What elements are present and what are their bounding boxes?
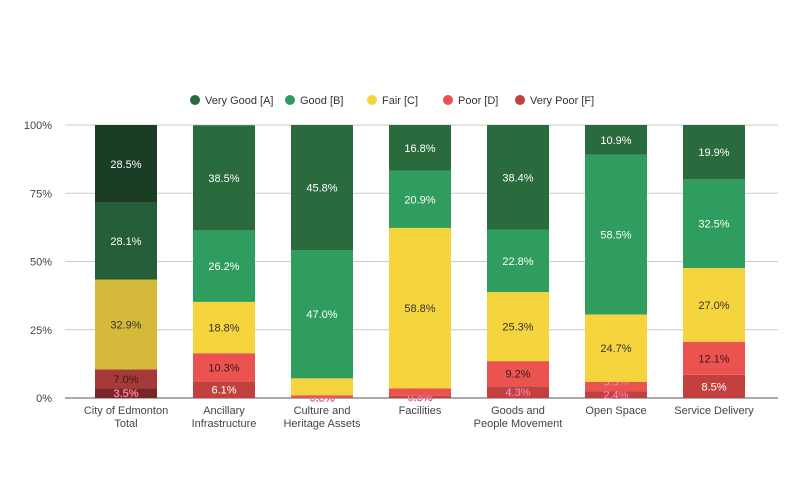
data-label: 12.1% [698,353,729,365]
bar-segment [487,361,549,387]
data-label: 2.4% [603,390,628,402]
x-tick-label: Goods and [491,405,545,417]
y-tick-label: 25% [30,325,52,337]
bar-segment [389,388,451,396]
bar-segment [193,301,255,354]
data-label: 18.8% [208,323,239,335]
bar-segment [291,125,353,251]
data-label: 32.5% [698,219,729,231]
data-label: 20.9% [404,194,435,206]
data-label: 3.5% [113,388,138,400]
x-tick-label: People Movement [474,418,563,430]
legend-marker [190,95,200,105]
data-label: 25.3% [502,322,533,334]
data-label: 16.8% [404,143,435,155]
data-label: 22.8% [502,256,533,268]
bar-segment [683,125,745,180]
legend-marker [515,95,525,105]
bar-segment [487,229,549,293]
bar-segment [95,388,157,398]
data-label: 45.8% [306,183,337,195]
legend-label: Very Poor [F] [530,95,594,107]
data-label: 26.2% [208,261,239,273]
data-label: 8.5% [701,381,726,393]
y-tick-label: 75% [30,188,52,200]
x-tick-label: Ancillary [203,405,245,417]
bar-segment [95,279,157,370]
bar-segment [193,125,255,231]
legend-marker [285,95,295,105]
bar-segment [95,125,157,203]
data-label: 10.9% [600,135,631,147]
bar-segment [585,154,647,315]
y-tick-label: 100% [24,120,52,132]
bar-segment [585,314,647,382]
bar-segment [193,381,255,398]
bar-segment [487,125,549,230]
data-label: 24.7% [600,343,631,355]
data-label: 27.0% [698,300,729,312]
data-label: 58.5% [600,230,631,242]
legend-label: Very Good [A] [205,95,273,107]
data-label: 4.3% [505,387,530,399]
data-label: 38.4% [502,172,533,184]
x-tick-label: Infrastructure [192,418,257,430]
bar-segment [193,353,255,382]
bar-segment [389,170,451,228]
x-tick-label: Open Space [585,405,646,417]
bar-segment [291,250,353,379]
bar-segment [487,292,549,362]
x-tick-label: Facilities [399,405,442,417]
x-tick-label: Culture and [294,405,351,417]
bar-segment [683,374,745,398]
legend-label: Good [B] [300,95,343,107]
data-label: 58.8% [404,303,435,315]
bar-segment [683,268,745,342]
x-tick-label: City of Edmonton [84,405,168,417]
data-label: 28.1% [110,236,141,248]
data-label: 32.9% [110,319,141,331]
x-tick-label: Service Delivery [674,405,754,417]
bar-segment [291,378,353,396]
bar-segment [683,179,745,269]
bar-segment [291,397,353,398]
x-tick-label: Heritage Assets [283,418,361,430]
data-label: 10.3% [208,362,239,374]
bar-segment [193,230,255,302]
bar-segment [95,369,157,389]
bar-segment [487,386,549,398]
data-label: 9.2% [505,369,530,381]
data-label: 6.1% [211,385,236,397]
bar-segment [585,381,647,392]
bar-segment [389,125,451,171]
legend-marker [443,95,453,105]
y-tick-label: 0% [36,393,52,405]
data-label: 19.9% [698,147,729,159]
x-tick-label: Total [114,418,137,430]
bar-segment [683,341,745,375]
bar-segment [585,391,647,398]
y-tick-label: 50% [30,257,52,269]
data-label: 7.0% [113,374,138,386]
legend-marker [367,95,377,105]
legend-label: Fair [C] [382,95,418,107]
bar-segment [389,227,451,389]
bar-segment [389,395,451,398]
bar-segment [95,202,157,280]
data-label: 28.5% [110,159,141,171]
legend-label: Poor [D] [458,95,498,107]
data-label: 38.5% [208,173,239,185]
bar-segment [585,125,647,155]
bar-segment [291,395,353,398]
data-label: 47.0% [306,309,337,321]
